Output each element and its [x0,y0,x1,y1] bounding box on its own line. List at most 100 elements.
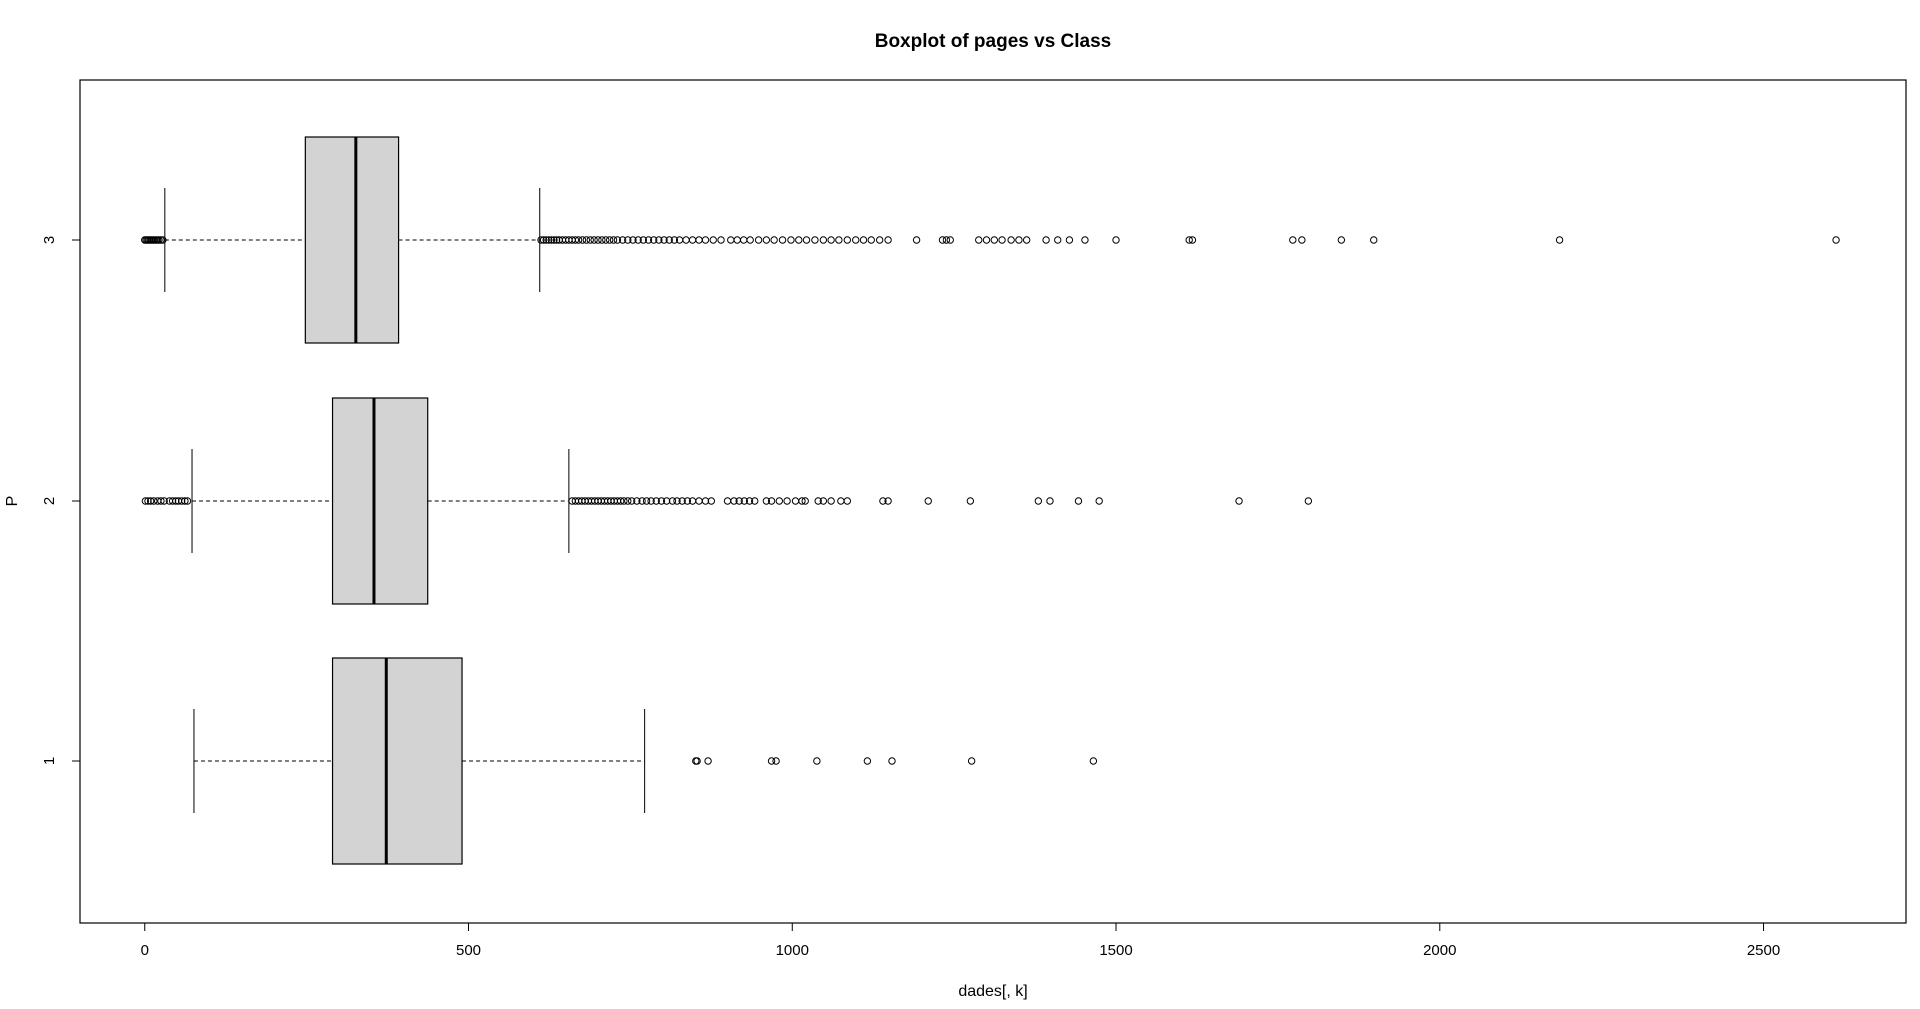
outlier-point [181,497,189,505]
outlier-point [1074,497,1083,505]
outlier-point [590,236,598,244]
outlier-point [693,757,701,765]
outlier-point [775,497,784,505]
outlier-point [141,497,150,505]
outlier-point [859,236,868,244]
outlier-point [837,497,845,505]
outlier-point [582,236,591,244]
outlier-point [990,236,998,244]
outlier-point [594,236,602,244]
y-axis-label: P [4,496,21,507]
y-tick-label: 3 [41,236,58,244]
outlier-point [770,236,778,244]
box-iqr [331,657,463,865]
outlier-point [772,757,780,765]
outlier-point [652,497,660,505]
outlier-point [723,497,732,505]
outlier-point [787,236,795,244]
outlier-point [552,236,561,244]
outlier-point [875,236,884,244]
outlier-point [863,757,872,765]
x-tick-label: 1000 [776,942,809,959]
outlier-point [946,236,954,244]
outlier-point [638,497,646,505]
outlier-point [746,236,754,244]
outlier-point [574,236,583,244]
outlier-point [801,497,809,505]
outlier-point [791,497,800,505]
outlier-point [733,236,741,244]
outlier-point [852,236,860,244]
outlier-point [146,497,155,505]
outlier-point [160,497,168,505]
outlier-point [586,236,594,244]
outlier-point [1112,236,1120,244]
outlier-point [670,236,679,244]
outlier-point [751,497,759,505]
outlier-point [709,236,717,244]
outlier-point [1034,497,1043,505]
outlier-point [1054,236,1062,244]
outlier-point [1555,236,1564,244]
outlier-point [144,497,152,505]
outlier-point [884,236,892,244]
outlier-point [542,236,550,244]
outlier-point [668,497,677,505]
outlier-point [795,236,803,244]
outlier-point [843,497,852,505]
outlier-point [683,497,692,505]
x-axis: 0 500 1000 1500 2000 2500 [141,922,1780,959]
outlier-point [982,236,991,244]
outlier-point [150,497,158,505]
outlier-point [701,497,710,505]
outlier-point [695,497,703,505]
outlier-point [827,236,835,244]
outlier-point [1022,236,1031,244]
outlier-point [912,236,921,244]
x-tick-label: 2000 [1423,942,1456,959]
outlier-point [1095,497,1103,505]
outlier-point [1007,236,1015,244]
x-tick-label: 2500 [1747,942,1780,959]
outlier-point [688,236,697,244]
outlier-point [813,757,821,765]
box-group-3 [141,136,1840,344]
outlier-point [183,497,192,505]
outlier-point [655,236,663,244]
outlier-point [942,236,951,244]
outlier-point [783,497,791,505]
y-axis: 1 2 3 [41,236,81,765]
outlier-point [634,236,642,244]
outlier-point [767,497,776,505]
outlier-point [539,236,548,244]
outlier-point [811,236,819,244]
outlier-point [616,497,625,505]
outlier-point [1042,236,1050,244]
outlier-point [745,497,754,505]
outlier-point [618,236,627,244]
outlier-point [1235,497,1243,505]
outlier-point [1337,236,1346,244]
outlier-point [678,497,686,505]
outlier-point [605,236,614,244]
outlier-point [879,497,887,505]
outlier-point [835,236,843,244]
outlier-point [754,236,763,244]
x-tick-label: 500 [456,942,481,959]
outlier-point [798,497,806,505]
outlier-point [1015,236,1023,244]
outlier-point [740,497,749,505]
outlier-point [819,497,828,505]
outlier-point [924,497,932,505]
outlier-point [740,236,748,244]
outlier-point [707,497,716,505]
box-group-2 [141,397,1313,605]
x-axis-label: dades[, k] [958,983,1027,1000]
outlier-point [155,236,163,244]
outlier-point [545,236,553,244]
y-tick-label: 2 [41,497,58,505]
outlier-point [888,757,896,765]
outlier-point [1089,757,1098,765]
outlier-point [547,236,556,244]
